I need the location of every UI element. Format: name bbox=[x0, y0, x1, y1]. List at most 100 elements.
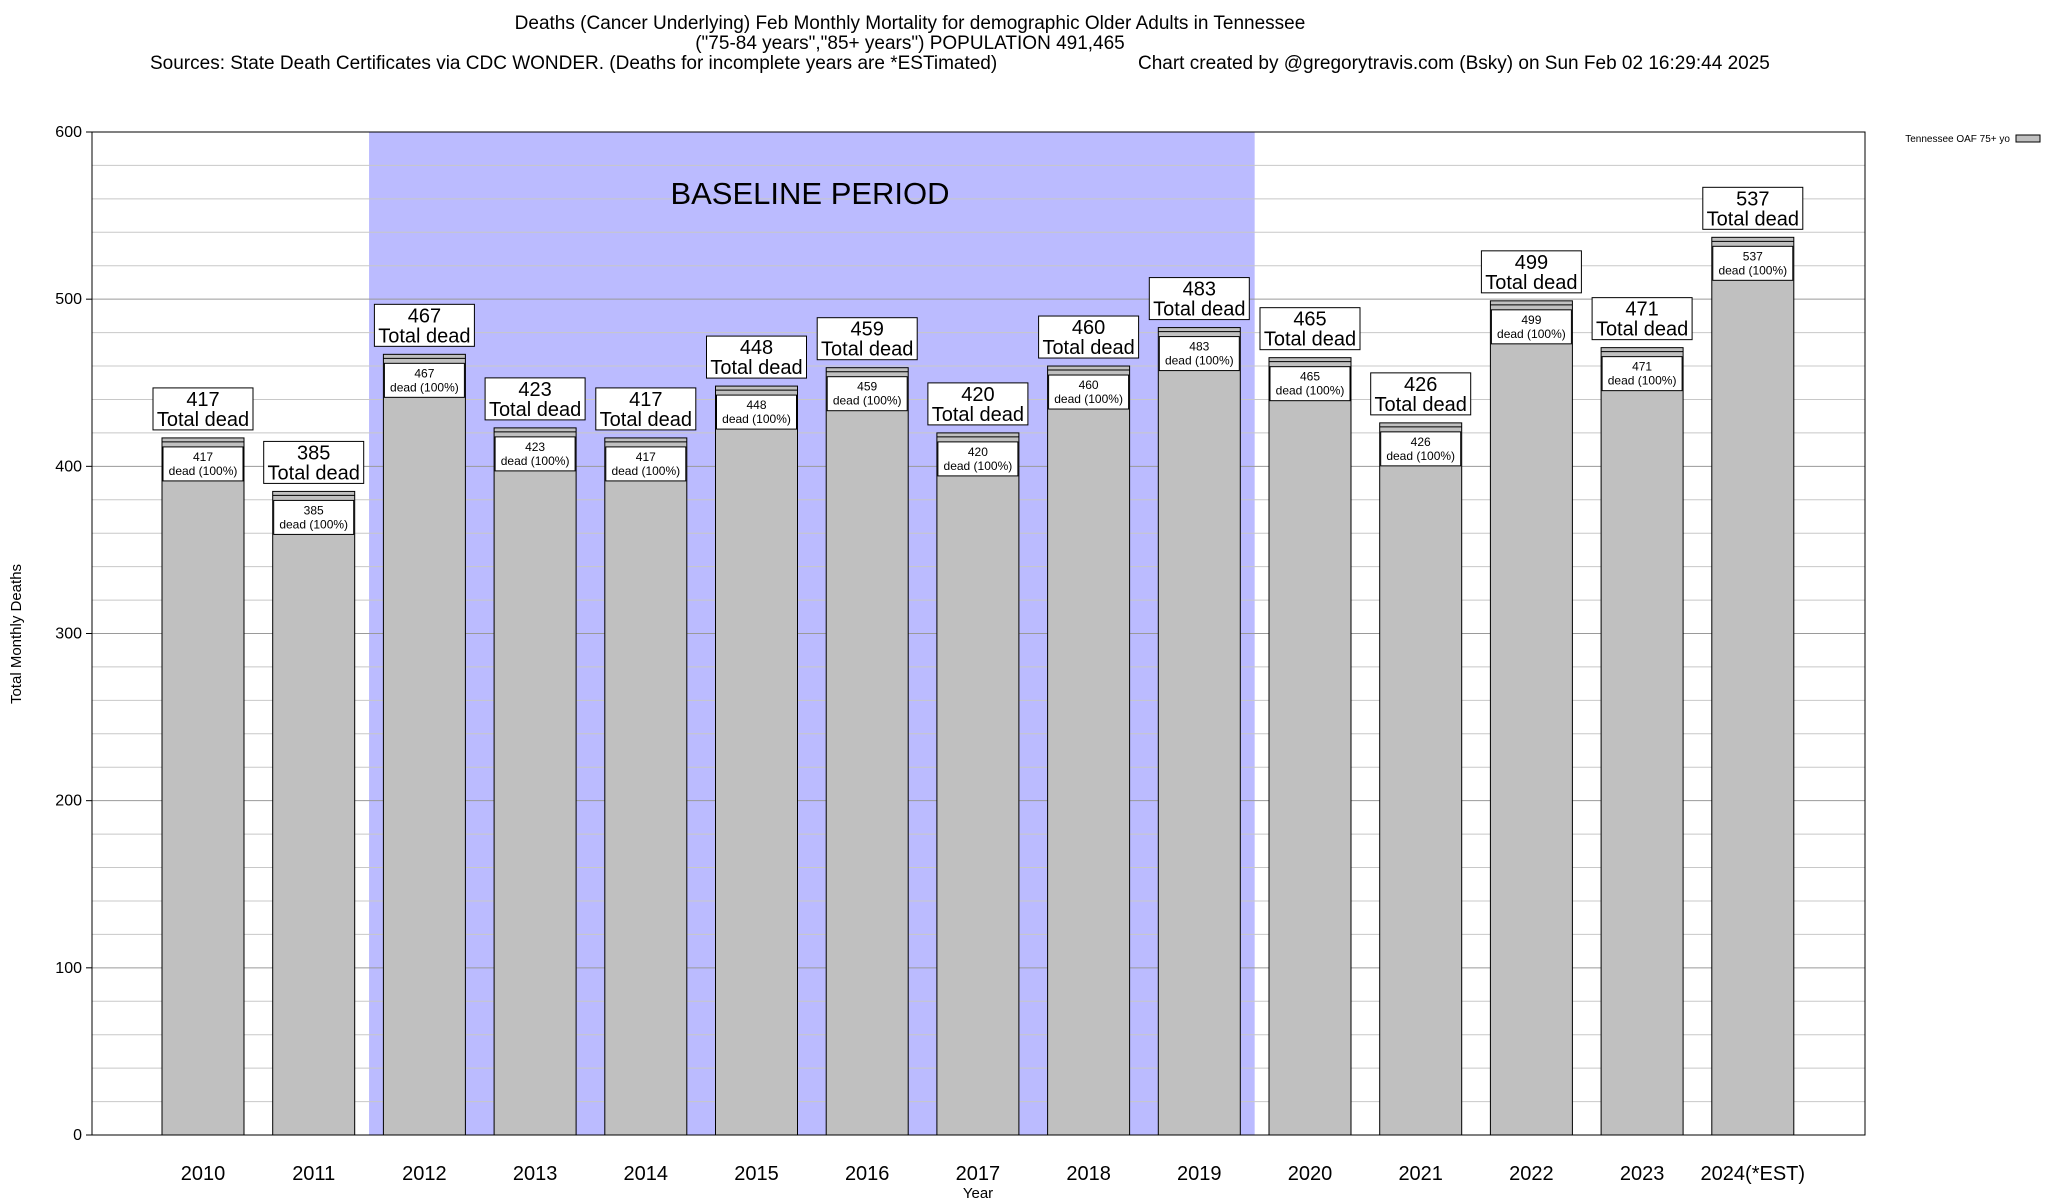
top-total-label: Total dead bbox=[268, 462, 360, 484]
inner-label-box bbox=[1490, 309, 1572, 345]
top-label-box bbox=[1702, 186, 1804, 230]
top-label-box bbox=[1480, 250, 1582, 294]
inner-pct-label: dead (100%) bbox=[1386, 449, 1455, 463]
inner-pct-label: dead (100%) bbox=[944, 459, 1013, 473]
inner-label-box bbox=[383, 362, 465, 398]
y-tick-label: 200 bbox=[55, 793, 82, 810]
y-axis-title: Total Monthly Deaths bbox=[8, 564, 25, 704]
y-tick-label: 500 bbox=[55, 291, 82, 308]
chart-sources: Sources: State Death Certificates via CD… bbox=[150, 53, 998, 74]
x-tick-label: 2011 bbox=[292, 1163, 335, 1185]
x-tick-label: 2018 bbox=[1066, 1163, 1111, 1185]
top-value-label: 499 bbox=[1515, 252, 1548, 274]
inner-pct-label: dead (100%) bbox=[1276, 384, 1345, 398]
top-value-label: 467 bbox=[408, 305, 441, 327]
top-label-box bbox=[816, 317, 918, 361]
inner-value-label: 499 bbox=[1521, 313, 1541, 327]
x-tick-label: 2012 bbox=[402, 1163, 447, 1185]
y-tick-label: 400 bbox=[55, 458, 82, 475]
bar bbox=[825, 367, 909, 1136]
bar bbox=[161, 437, 245, 1136]
top-total-label: Total dead bbox=[1596, 319, 1688, 341]
inner-pct-label: dead (100%) bbox=[279, 517, 348, 531]
bar bbox=[936, 432, 1020, 1136]
inner-pct-label: dead (100%) bbox=[501, 454, 570, 468]
x-tick-label: 2015 bbox=[734, 1163, 779, 1185]
inner-value-label: 417 bbox=[636, 450, 656, 464]
inner-value-label: 460 bbox=[1079, 378, 1099, 392]
top-label-box bbox=[595, 387, 697, 431]
top-value-label: 471 bbox=[1625, 299, 1658, 321]
inner-label-box bbox=[494, 436, 576, 472]
top-total-label: Total dead bbox=[157, 409, 249, 431]
bar bbox=[1268, 357, 1352, 1136]
y-tick-label: 300 bbox=[55, 626, 82, 643]
inner-label-box bbox=[826, 376, 908, 412]
top-label-box bbox=[1259, 307, 1361, 351]
legend-swatch bbox=[2015, 134, 2041, 143]
top-total-label: Total dead bbox=[1153, 299, 1245, 321]
inner-value-label: 417 bbox=[193, 450, 213, 464]
baseline-label: BASELINE PERIOD bbox=[670, 176, 949, 211]
top-label-box bbox=[484, 377, 586, 421]
bar bbox=[493, 427, 577, 1136]
x-tick-label: 2016 bbox=[845, 1163, 890, 1185]
bar bbox=[272, 490, 356, 1136]
inner-pct-label: dead (100%) bbox=[1718, 263, 1787, 277]
inner-label-box bbox=[937, 441, 1019, 477]
bar bbox=[604, 437, 688, 1136]
top-label-box bbox=[1370, 372, 1472, 416]
x-tick-label: 2024(*EST) bbox=[1701, 1163, 1806, 1185]
top-label-box bbox=[1591, 297, 1693, 341]
top-label-box bbox=[706, 335, 807, 379]
top-total-label: Total dead bbox=[1264, 329, 1356, 351]
inner-value-label: 465 bbox=[1300, 370, 1320, 384]
inner-label-box bbox=[1601, 356, 1683, 392]
x-tick-label: 2010 bbox=[181, 1163, 226, 1185]
top-value-label: 460 bbox=[1072, 317, 1105, 339]
x-tick-label: 2020 bbox=[1288, 1163, 1333, 1185]
top-total-label: Total dead bbox=[1042, 337, 1134, 359]
inner-label-box bbox=[1269, 366, 1351, 402]
x-tick-label: 2023 bbox=[1620, 1163, 1665, 1185]
bar bbox=[1379, 422, 1463, 1136]
inner-pct-label: dead (100%) bbox=[1497, 327, 1566, 341]
y-tick-label: 0 bbox=[73, 1127, 82, 1144]
inner-value-label: 537 bbox=[1743, 249, 1763, 263]
top-value-label: 420 bbox=[961, 384, 994, 406]
inner-label-box bbox=[1380, 431, 1462, 467]
top-label-box bbox=[1148, 277, 1250, 321]
legend-label: Tennessee OAF 75+ yo bbox=[1905, 134, 2010, 145]
chart-subtitle: ("75-84 years","85+ years") POPULATION 4… bbox=[695, 33, 1125, 54]
top-total-label: Total dead bbox=[710, 357, 802, 379]
inner-value-label: 420 bbox=[968, 445, 988, 459]
inner-pct-label: dead (100%) bbox=[390, 380, 459, 394]
top-value-label: 537 bbox=[1736, 188, 1769, 210]
top-value-label: 423 bbox=[518, 379, 551, 401]
inner-label-box bbox=[605, 446, 687, 482]
top-label-box bbox=[373, 303, 475, 347]
x-axis-title: Year bbox=[963, 1185, 993, 1200]
y-tick-label: 100 bbox=[55, 960, 82, 977]
bar bbox=[1157, 327, 1241, 1136]
inner-label-box bbox=[716, 394, 797, 430]
bar bbox=[1711, 236, 1795, 1136]
top-total-label: Total dead bbox=[932, 404, 1024, 426]
top-total-label: Total dead bbox=[1707, 208, 1799, 230]
top-total-label: Total dead bbox=[600, 409, 692, 431]
inner-value-label: 483 bbox=[1189, 340, 1209, 354]
inner-pct-label: dead (100%) bbox=[611, 464, 680, 478]
inner-value-label: 448 bbox=[746, 398, 766, 412]
x-tick-label: 2022 bbox=[1509, 1163, 1554, 1185]
x-tick-label: 2013 bbox=[513, 1163, 558, 1185]
x-tick-label: 2014 bbox=[624, 1163, 669, 1185]
inner-pct-label: dead (100%) bbox=[169, 464, 238, 478]
bar bbox=[1489, 300, 1573, 1136]
bar bbox=[1600, 347, 1684, 1136]
top-total-label: Total dead bbox=[821, 339, 913, 361]
bar bbox=[1047, 365, 1131, 1136]
top-label-box bbox=[263, 440, 365, 484]
x-tick-label: 2017 bbox=[956, 1163, 1001, 1185]
inner-pct-label: dead (100%) bbox=[1608, 374, 1677, 388]
